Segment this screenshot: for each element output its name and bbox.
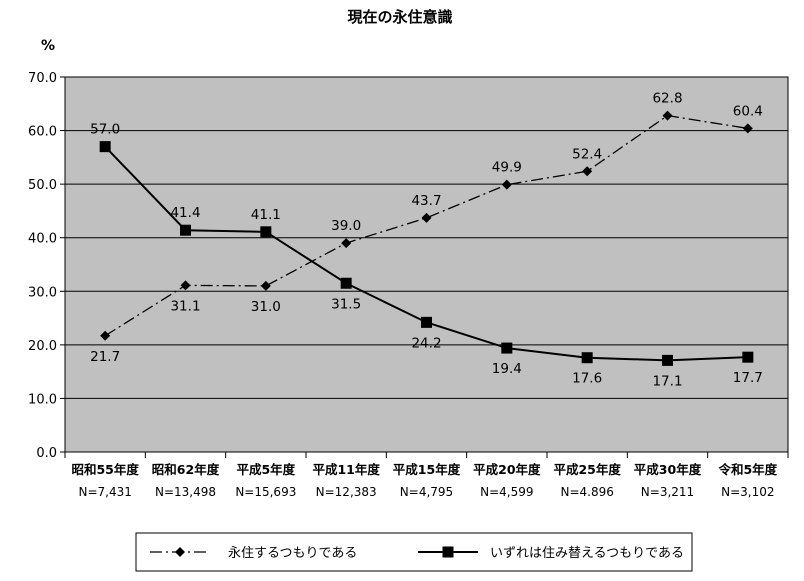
- axes: [64, 76, 789, 453]
- x-tick-label: 平成15年度: [393, 462, 461, 477]
- data-point-diamond: [742, 123, 753, 134]
- y-tick-label: 10.0: [28, 392, 57, 407]
- data-label: 17.7: [733, 370, 763, 386]
- data-point-square: [742, 351, 754, 363]
- y-tick-label: 50.0: [28, 178, 57, 193]
- x-sample-size: N=7,431: [78, 485, 131, 499]
- x-sample-size: N=13,498: [155, 485, 216, 499]
- legend-label-permanent: 永住するつもりである: [228, 546, 357, 561]
- x-tick-label: 平成25年度: [553, 462, 621, 477]
- data-label: 62.8: [652, 91, 682, 107]
- data-point-diamond: [501, 179, 512, 190]
- y-axis-unit: %: [41, 38, 55, 54]
- data-label: 24.2: [411, 335, 441, 351]
- data-label: 31.0: [251, 299, 281, 315]
- data-point-square: [180, 224, 191, 236]
- y-tick-label: 70.0: [28, 71, 57, 86]
- data-point-square: [421, 316, 432, 328]
- data-label: 60.4: [733, 103, 763, 119]
- y-tick-label: 30.0: [28, 285, 57, 300]
- data-point-diamond: [100, 330, 111, 341]
- data-point-square: [260, 226, 272, 238]
- data-label: 21.7: [90, 349, 120, 365]
- data-label: 17.6: [572, 371, 602, 387]
- data-label: 41.1: [251, 207, 281, 223]
- x-tick-label: 令和5年度: [717, 462, 777, 477]
- data-point-square: [581, 352, 593, 364]
- data-point-diamond: [341, 238, 352, 249]
- data-point-square: [340, 277, 352, 289]
- data-label: 17.1: [652, 373, 682, 389]
- data-label: 43.7: [411, 193, 441, 209]
- x-tick-label: 平成30年度: [634, 462, 702, 477]
- x-sample-size: N=3,211: [641, 485, 694, 499]
- y-tick-label: 60.0: [28, 125, 57, 140]
- x-sample-size: N=4,795: [400, 485, 453, 499]
- x-sample-size: N=3,102: [721, 485, 774, 499]
- y-axis-ticks: 0.0 10.0 20.0 30.0 40.0 50.0 60.0 70.0: [28, 71, 65, 461]
- data-label: 31.5: [331, 296, 361, 312]
- x-sample-size: N=12,383: [316, 485, 377, 499]
- legend-label-relocate: いずれは住み替えるつもりである: [490, 546, 684, 561]
- data-point-diamond: [260, 280, 271, 291]
- x-sample-size: N=15,693: [235, 485, 296, 499]
- legend-box: [135, 532, 693, 572]
- plot-border: [64, 76, 789, 453]
- data-label: 49.9: [492, 160, 522, 176]
- data-label: 52.4: [572, 146, 602, 162]
- series-group: [99, 110, 754, 366]
- data-point-diamond: [662, 110, 673, 121]
- series-line-permanent: [104, 114, 748, 337]
- legend-marker-square: [442, 546, 454, 558]
- x-sample-size: N=4.896: [560, 485, 613, 499]
- data-point-diamond: [421, 212, 432, 223]
- x-sample-size: N=4,599: [480, 485, 533, 499]
- data-point-square: [662, 354, 673, 366]
- x-tick-label: 平成11年度: [312, 462, 380, 477]
- data-label: 31.1: [170, 298, 200, 314]
- x-tick-label: 平成20年度: [473, 462, 541, 477]
- x-axis-ticks: 昭和55年度 N=7,431 昭和62年度 N=13,498 平成5年度 N=15,693…: [64, 452, 789, 499]
- x-tick-label: 昭和62年度: [152, 462, 220, 477]
- y-tick-label: 40.0: [28, 232, 57, 247]
- data-label: 41.4: [170, 205, 200, 221]
- x-tick-label: 昭和55年度: [71, 462, 139, 477]
- y-tick-label: 20.0: [28, 339, 57, 354]
- data-point-square: [99, 141, 111, 153]
- data-point-diamond: [582, 166, 593, 177]
- data-point-diamond: [180, 280, 191, 291]
- legend-marker-diamond: [175, 547, 185, 557]
- legend: 永住するつもりである いずれは住み替えるつもりである: [135, 532, 693, 572]
- chart-title: 現在の永住意識: [347, 8, 452, 26]
- data-label: 19.4: [492, 361, 522, 377]
- data-labels: 21.7 31.1 31.0 39.0 43.7 49.9 52.4 62.8 60.4 57.0…: [90, 91, 763, 390]
- plot-area: [65, 77, 788, 452]
- x-tick-label: 平成5年度: [236, 462, 295, 477]
- y-tick-label: 0.0: [36, 446, 57, 461]
- data-point-square: [501, 342, 513, 354]
- data-label: 39.0: [331, 218, 361, 234]
- data-label: 57.0: [90, 122, 120, 138]
